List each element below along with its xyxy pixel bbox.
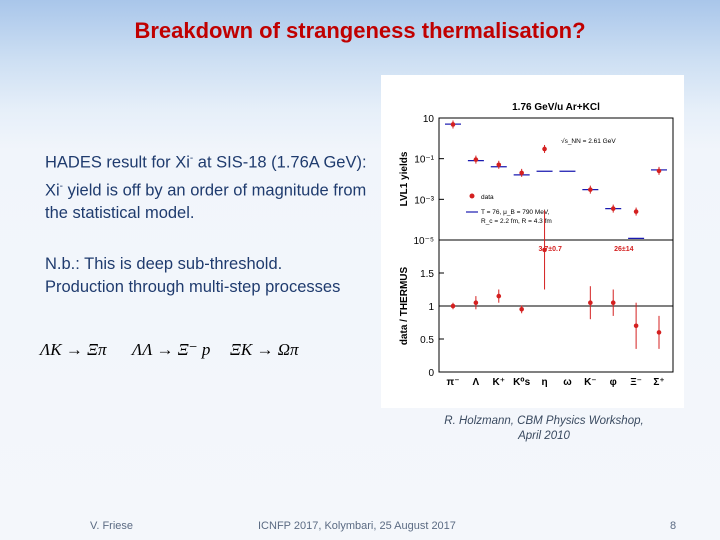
slide-title: Breakdown of strangeness thermalisation? — [134, 18, 586, 43]
bullet1-text-a: HADES result for Xi — [45, 153, 190, 172]
category-label: η — [542, 377, 548, 388]
ratio-point — [633, 323, 639, 329]
chart-panel: 1.76 GeV/u Ar+KCl 10 10⁻¹ 10⁻³ 10⁻⁵ 0 0.5 1 1.5 L… — [381, 75, 684, 408]
ratio-point — [450, 303, 456, 309]
ratio-point — [519, 307, 524, 312]
ratio-point — [610, 300, 616, 305]
legend-model-label: T = 76, μ_B = 790 MeV, — [481, 209, 550, 216]
ratio-annotation-eta: 3.7±0.7 — [539, 246, 562, 253]
top-ytick-label: 10 — [423, 114, 435, 125]
ratio-point — [496, 293, 502, 299]
formula-xi-kaon: ΞK → Ωπ — [230, 340, 299, 359]
chart-title: 1.76 GeV/u Ar+KCl — [512, 102, 600, 113]
bottom-ytick-label: 0 — [428, 368, 434, 379]
footer-page-number: 8 — [670, 520, 677, 532]
bullet-subthreshold-note: N.b.: This is deep sub-threshold. Produc… — [45, 255, 341, 296]
top-annotation: √s_NN = 2.61 GeV — [561, 137, 616, 145]
ratio-point — [542, 247, 547, 253]
top-ytick-label: 10⁻⁵ — [413, 236, 434, 247]
top-ytick-label: 10⁻³ — [414, 195, 434, 206]
data-point — [610, 206, 616, 211]
formula-lambda-lambda: ΛΛ → Ξ⁻ p — [132, 340, 211, 359]
data-point — [450, 122, 456, 127]
ratio-point — [656, 330, 662, 335]
bottom-ytick-label: 1.5 — [420, 269, 434, 280]
category-label: Λ — [473, 377, 480, 388]
category-label: π⁻ — [447, 377, 460, 388]
formula-lambda-kaon: ΛK → Ξπ — [40, 340, 107, 359]
ratio-point — [473, 300, 479, 305]
legend-model-label-2: R_c = 2.2 fm, R = 4.3 fm — [481, 218, 552, 225]
ratio-annotation-xi: 26±14 — [614, 246, 634, 253]
bottom-ytick-label: 0.5 — [420, 335, 434, 346]
data-point — [496, 162, 502, 168]
data-point — [542, 146, 547, 152]
footer-conference: ICNFP 2017, Kolymbari, 25 August 2017 — [258, 520, 456, 532]
bottom-ylabel: data / THERMUS — [399, 267, 410, 346]
data-point — [633, 209, 639, 214]
category-label: ω — [563, 377, 572, 388]
reaction-formulas: ΛK → Ξπ ΛΛ → Ξ⁻ p ΞK → Ωπ — [40, 340, 340, 364]
bottom-ytick-label: 1 — [428, 302, 434, 313]
top-panel-frame — [438, 117, 674, 241]
caption-line-1: R. Holzmann, CBM Physics Workshop, — [444, 415, 644, 427]
figure-caption: R. Holzmann, CBM Physics Workshop, April… — [420, 414, 668, 444]
hades-yield-chart: 1.76 GeV/u Ar+KCl 10 10⁻¹ 10⁻³ 10⁻⁵ 0 0.5 1 1.5 L… — [399, 102, 674, 388]
data-point — [473, 157, 479, 162]
top-ytick-label: 10⁻¹ — [414, 155, 434, 166]
bullet-hades-result: HADES result for Xi- at SIS-18 (1.76A Ge… — [45, 147, 375, 225]
top-ylabel: LVL1 yields — [399, 151, 410, 206]
category-label: K⁰s — [513, 377, 531, 388]
ratio-point — [588, 300, 593, 305]
data-point — [656, 168, 662, 174]
legend-data-label: data — [481, 194, 494, 201]
data-point — [519, 170, 524, 176]
legend-data-marker — [469, 193, 475, 199]
category-label: Σ⁺ — [653, 377, 664, 388]
category-label: K⁺ — [493, 377, 506, 388]
category-label: Ξ⁻ — [630, 377, 642, 388]
bullet1-sup-a: - — [189, 153, 194, 164]
data-point — [588, 187, 593, 192]
bullet1-text-c: yield is off by an order of magnitude fr… — [45, 181, 367, 222]
category-label: φ — [610, 377, 617, 388]
footer-author: V. Friese — [90, 520, 134, 532]
bullet1-sup-b: - — [59, 180, 64, 192]
bullet1-text-b: at SIS-18 (1.76A GeV): Xi — [45, 153, 367, 200]
caption-line-2: April 2010 — [518, 430, 570, 442]
category-label: K⁻ — [584, 377, 597, 388]
